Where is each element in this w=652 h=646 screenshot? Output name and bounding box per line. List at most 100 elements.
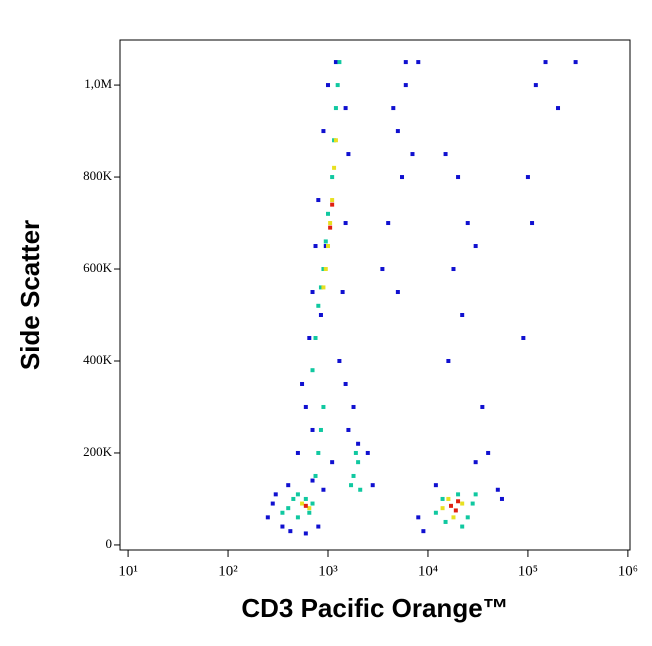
point bbox=[573, 60, 578, 65]
point bbox=[370, 483, 375, 488]
point bbox=[286, 483, 291, 488]
y-axis-title: Side Scatter bbox=[15, 220, 45, 370]
point bbox=[310, 427, 315, 432]
point bbox=[340, 290, 345, 295]
point bbox=[530, 221, 535, 226]
point bbox=[391, 106, 396, 111]
point bbox=[316, 198, 321, 203]
point bbox=[316, 450, 321, 455]
y-tick-label: 1,0M bbox=[84, 76, 112, 91]
point bbox=[307, 335, 312, 340]
point bbox=[310, 478, 315, 483]
point bbox=[453, 508, 458, 513]
point bbox=[326, 83, 331, 88]
point bbox=[303, 503, 308, 508]
point bbox=[473, 492, 478, 497]
point bbox=[295, 492, 300, 497]
point bbox=[421, 529, 426, 534]
point bbox=[318, 313, 323, 318]
y-tick-label: 0 bbox=[106, 536, 113, 551]
point bbox=[443, 519, 448, 524]
point bbox=[443, 152, 448, 157]
point bbox=[499, 496, 504, 501]
x-tick-label: 10³ bbox=[318, 563, 338, 579]
point bbox=[300, 501, 305, 506]
point bbox=[323, 267, 328, 272]
point bbox=[343, 106, 348, 111]
x-tick-label: 10⁴ bbox=[418, 563, 438, 579]
point bbox=[446, 496, 451, 501]
point bbox=[280, 510, 285, 515]
point bbox=[403, 83, 408, 88]
point bbox=[328, 225, 333, 230]
point bbox=[326, 244, 331, 249]
point bbox=[316, 303, 321, 308]
point bbox=[291, 496, 296, 501]
point bbox=[556, 106, 561, 111]
point bbox=[330, 202, 335, 207]
point bbox=[323, 244, 328, 249]
point bbox=[356, 441, 361, 446]
point bbox=[533, 83, 538, 88]
point bbox=[303, 404, 308, 409]
point bbox=[380, 267, 385, 272]
point bbox=[356, 460, 361, 465]
point bbox=[265, 515, 270, 520]
point bbox=[337, 60, 342, 65]
point bbox=[433, 510, 438, 515]
point bbox=[321, 487, 326, 492]
point bbox=[416, 515, 421, 520]
point bbox=[351, 404, 356, 409]
point bbox=[337, 358, 342, 363]
point bbox=[273, 492, 278, 497]
y-tick-label: 400K bbox=[83, 352, 113, 367]
point bbox=[349, 483, 354, 488]
plot-frame bbox=[119, 39, 631, 551]
point bbox=[295, 515, 300, 520]
point bbox=[330, 460, 335, 465]
point bbox=[318, 285, 323, 290]
point bbox=[303, 496, 308, 501]
point bbox=[280, 524, 285, 529]
point bbox=[310, 501, 315, 506]
point bbox=[310, 368, 315, 373]
point bbox=[295, 450, 300, 455]
point bbox=[321, 129, 326, 134]
point bbox=[346, 152, 351, 157]
point bbox=[343, 221, 348, 226]
point bbox=[495, 487, 500, 492]
point bbox=[307, 506, 312, 511]
point bbox=[330, 175, 335, 180]
point bbox=[446, 358, 451, 363]
point bbox=[460, 313, 465, 318]
point bbox=[395, 129, 400, 134]
point bbox=[473, 244, 478, 249]
point bbox=[451, 515, 456, 520]
point bbox=[333, 106, 338, 111]
point bbox=[400, 175, 405, 180]
point bbox=[353, 450, 358, 455]
point bbox=[451, 267, 456, 272]
point bbox=[480, 404, 485, 409]
point bbox=[310, 290, 315, 295]
point bbox=[343, 381, 348, 386]
point bbox=[416, 60, 421, 65]
x-tick-label: 10⁶ bbox=[618, 563, 638, 579]
y-tick-label: 600K bbox=[83, 260, 113, 275]
point bbox=[486, 450, 491, 455]
point bbox=[313, 473, 318, 478]
point bbox=[456, 492, 461, 497]
point bbox=[333, 138, 338, 143]
point bbox=[303, 531, 308, 536]
point bbox=[270, 501, 275, 506]
point bbox=[473, 460, 478, 465]
y-tick-label: 800K bbox=[83, 168, 113, 183]
point bbox=[433, 483, 438, 488]
point bbox=[395, 290, 400, 295]
point bbox=[358, 487, 363, 492]
point bbox=[470, 501, 475, 506]
point bbox=[465, 221, 470, 226]
y-tick-label: 200K bbox=[83, 444, 113, 459]
point bbox=[403, 60, 408, 65]
